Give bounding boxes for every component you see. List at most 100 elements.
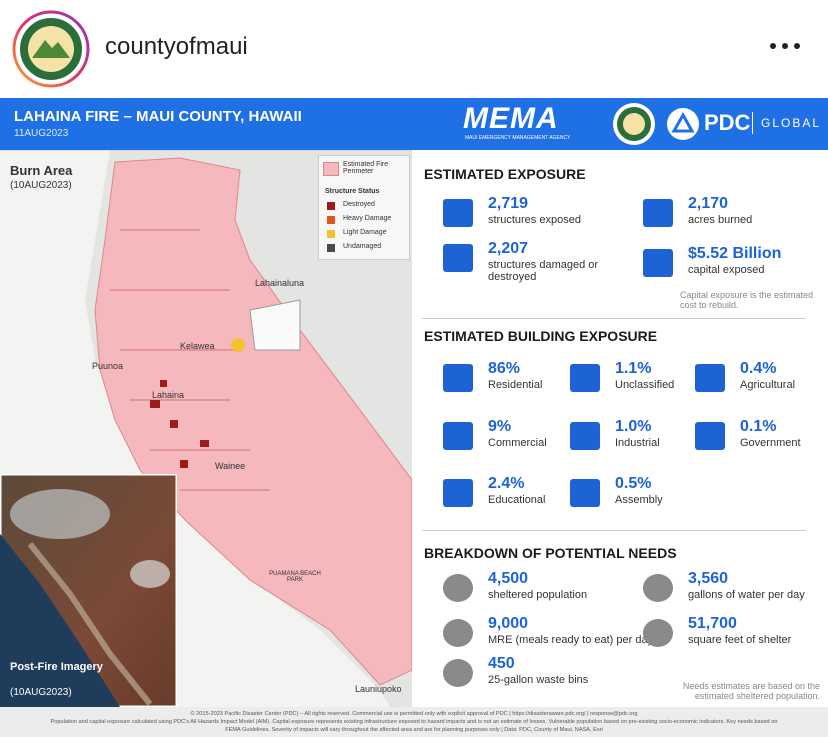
stat-label: acres burned xyxy=(688,214,753,226)
stat-value: 0.1% xyxy=(740,418,777,435)
mema-sub: MAUI EMERGENCY MANAGEMENT AGENCY xyxy=(465,135,571,141)
destroyed-structures xyxy=(150,380,209,468)
needs-note: Needs estimates are based on the estimat… xyxy=(682,681,820,701)
legend-swatch xyxy=(327,202,335,210)
stat-value: $5.52 Billion xyxy=(688,245,782,262)
icon xyxy=(443,364,473,392)
post-header: countyofmaui xyxy=(0,0,828,96)
legend-swatch xyxy=(327,244,335,252)
streets xyxy=(110,229,270,491)
stat-label: Residential xyxy=(488,379,543,391)
light-damage xyxy=(231,338,245,352)
logo-divider xyxy=(752,112,753,134)
stat-value: 1.0% xyxy=(615,418,652,435)
pdc-icon xyxy=(667,108,699,140)
place-label: Lahaina xyxy=(152,390,185,400)
stat-label: MRE (meals ready to eat) per day xyxy=(488,634,654,646)
icon xyxy=(570,422,600,450)
mema-logo: MEMA xyxy=(463,102,559,135)
stat-label: Government xyxy=(740,437,801,449)
footer-line: © 2015-2023 Pacific Disaster Center (PDC… xyxy=(190,711,638,717)
footer xyxy=(0,707,828,737)
stat-label: Educational xyxy=(488,494,546,506)
global-logo: GLOBAL xyxy=(761,116,822,130)
icon xyxy=(643,249,673,277)
icon xyxy=(695,422,725,450)
stat-label: Unclassified xyxy=(615,379,675,391)
stat-value: 3,560 xyxy=(688,570,729,587)
map-date: (10AUG2023) xyxy=(10,180,72,191)
undamaged-area xyxy=(249,299,301,351)
avatar[interactable] xyxy=(12,10,90,88)
place-label: Kelawea xyxy=(180,341,215,351)
stat-value: 86% xyxy=(488,360,521,377)
building-title: ESTIMATED BUILDING EXPOSURE xyxy=(424,328,658,344)
stat-label: square feet of shelter xyxy=(688,634,792,646)
stat-label: capital exposed xyxy=(688,264,765,276)
place-label: Lahainaluna xyxy=(255,278,305,288)
icon xyxy=(443,479,473,507)
icon xyxy=(695,364,725,392)
icon xyxy=(643,199,673,227)
stat-value: 4,500 xyxy=(488,570,529,587)
icon xyxy=(643,574,673,602)
legend-swatch xyxy=(327,230,335,238)
pdc-logo: PDC xyxy=(704,110,751,135)
stat-value: 2,719 xyxy=(488,195,529,212)
legend-swatch xyxy=(327,216,335,224)
icon xyxy=(570,364,600,392)
icon xyxy=(643,619,673,647)
stat-value: 2,207 xyxy=(488,240,529,257)
stat-value: 9% xyxy=(488,418,512,435)
title-band: LAHAINA FIRE – MAUI COUNTY, HAWAII 11AUG… xyxy=(0,98,828,150)
county-seal xyxy=(613,103,655,145)
icon xyxy=(443,199,473,227)
stat-label: structures damaged or destroyed xyxy=(488,259,599,283)
stat-value: 0.5% xyxy=(615,475,652,492)
legend-label: Destroyed xyxy=(343,201,375,208)
place-label: Launiupoko xyxy=(355,684,402,694)
footer-line: Population and capital exposure calculat… xyxy=(50,719,778,725)
legend-label: Light Damage xyxy=(343,229,387,236)
stat-label: Industrial xyxy=(615,437,660,449)
inset-title: Post-Fire Imagery xyxy=(10,661,103,673)
map-title: Burn Area xyxy=(10,163,73,178)
stat-label: Agricultural xyxy=(740,379,796,391)
inset-image xyxy=(0,474,177,707)
icon xyxy=(443,244,473,272)
stat-label: 25-gallon waste bins xyxy=(488,674,589,686)
status-title: Structure Status xyxy=(325,188,380,195)
stat-value: 9,000 xyxy=(488,615,529,632)
exposure-title: ESTIMATED EXPOSURE xyxy=(424,166,586,182)
perimeter-label: Estimated Fire Perimeter xyxy=(343,161,389,175)
divider xyxy=(422,318,806,319)
legend-label: Undamaged xyxy=(343,243,382,250)
icon xyxy=(443,422,473,450)
stat-label: structures exposed xyxy=(488,214,581,226)
username[interactable]: countyofmaui xyxy=(105,33,248,60)
stat-value: 51,700 xyxy=(688,615,737,632)
stat-label: Commercial xyxy=(488,437,547,449)
stat-value: 2,170 xyxy=(688,195,729,212)
icon xyxy=(443,659,473,687)
place-label: Puunoa xyxy=(92,361,124,371)
icon xyxy=(443,619,473,647)
divider xyxy=(422,530,806,531)
place-label: PUAMANA BEACH PARK xyxy=(269,571,321,583)
date: 11AUG2023 xyxy=(14,128,69,139)
stat-value: 1.1% xyxy=(615,360,652,377)
place-label: Wainee xyxy=(215,461,246,471)
needs-title: BREAKDOWN OF POTENTIAL NEEDS xyxy=(424,545,677,561)
stat-value: 0.4% xyxy=(740,360,777,377)
legend: Estimated Fire Perimeter Structure Statu… xyxy=(318,155,410,260)
inset-date: (10AUG2023) xyxy=(10,687,72,698)
stat-label: gallons of water per day xyxy=(688,589,805,601)
icon xyxy=(443,574,473,602)
icon xyxy=(570,479,600,507)
more-menu[interactable] xyxy=(768,40,802,52)
exposure-note: Capital exposure is the estimated cost t… xyxy=(680,290,814,310)
stat-label: sheltered population xyxy=(488,589,588,601)
stat-label: Assembly xyxy=(615,494,663,506)
title: LAHAINA FIRE – MAUI COUNTY, HAWAII xyxy=(14,108,302,125)
